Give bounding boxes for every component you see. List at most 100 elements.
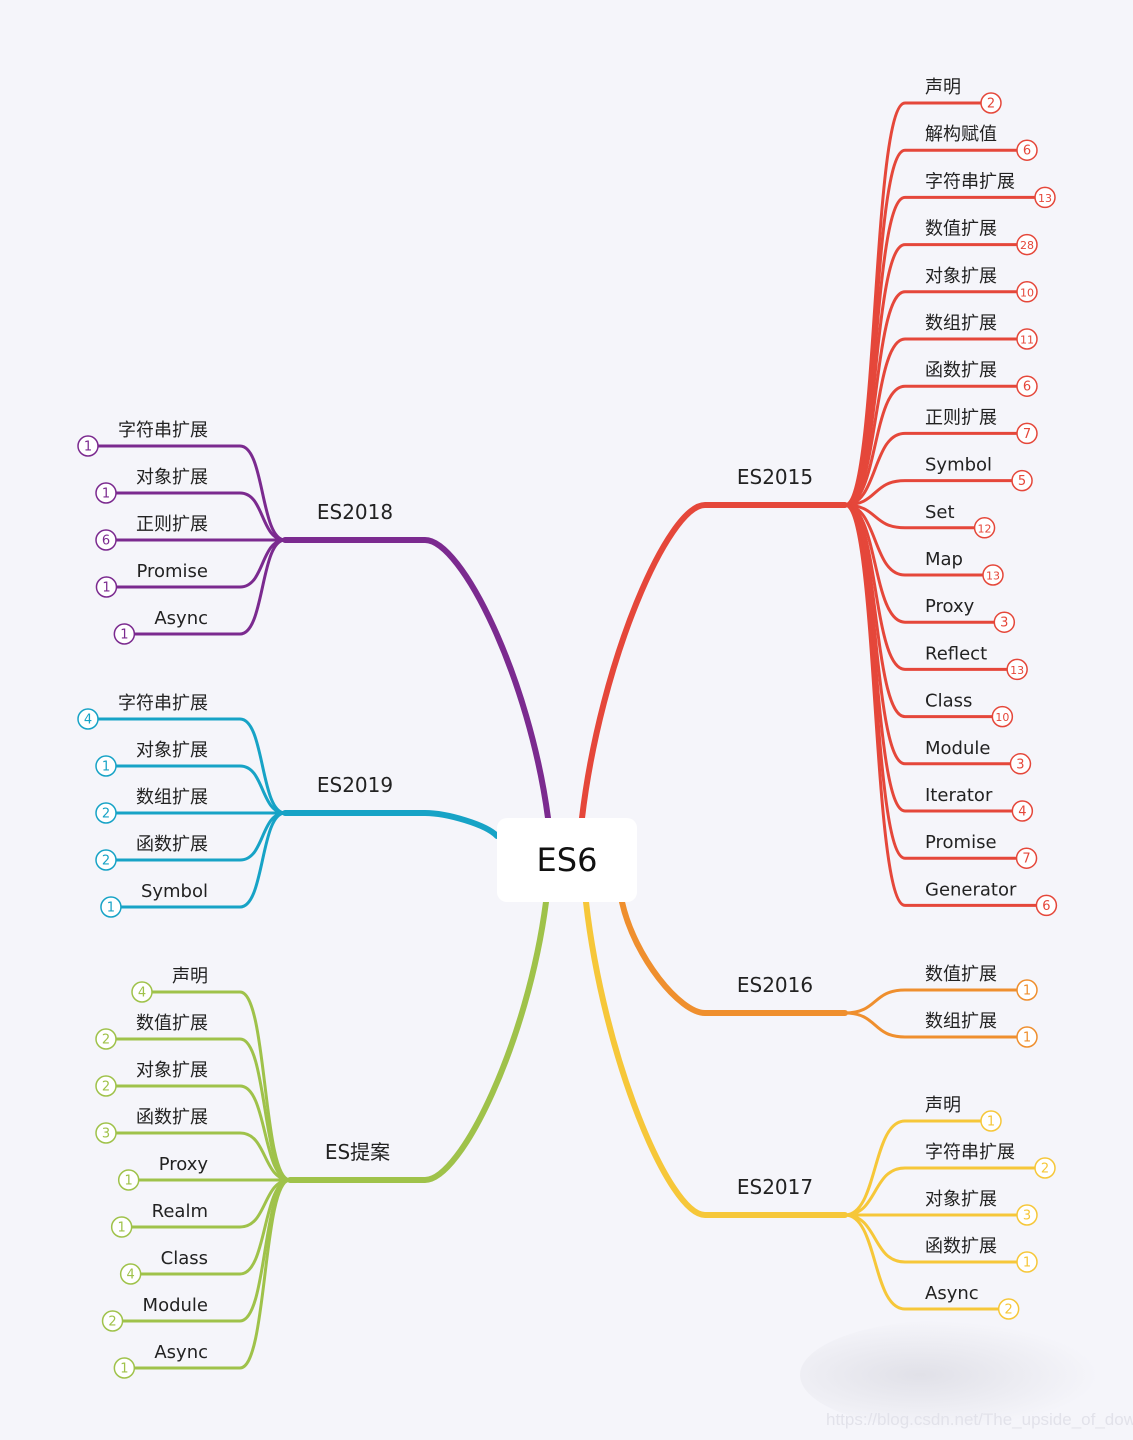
child-node[interactable]: 函数扩展 6 [844, 360, 1038, 507]
child-node[interactable]: Async 2 [844, 1213, 1020, 1320]
child-node[interactable]: 函数扩展 2 [95, 811, 286, 871]
branch-es2015[interactable]: ES2015 声明 2 解构赋值 6 字符串扩展 13 数值扩展 28 对象扩展 10 数组扩展 11 函… [579, 77, 1058, 917]
child-connector [134, 1178, 291, 1370]
child-label: 对象扩展 [925, 266, 997, 287]
count-label: 2 [1005, 1303, 1013, 1318]
branch-es2017[interactable]: ES2017 声明 1 字符串扩展 2 对象扩展 3 函数扩展 1 Async 2 [583, 899, 1056, 1320]
count-label: 1 [102, 760, 110, 775]
child-node[interactable]: 字符串扩展 4 [77, 693, 286, 815]
child-node[interactable]: 字符串扩展 1 [77, 420, 286, 542]
child-label: 字符串扩展 [925, 171, 1015, 192]
count-label: 3 [1016, 757, 1024, 772]
child-label: Map [925, 549, 963, 570]
count-badge [1016, 139, 1038, 161]
count-label: 2 [987, 97, 995, 112]
child-node[interactable]: 对象扩展 1 [95, 467, 286, 542]
count-label: 10 [1020, 286, 1034, 299]
count-badge [1016, 422, 1038, 445]
branch-es提案[interactable]: ES提案 声明 4 数值扩展 2 对象扩展 2 函数扩展 3 Proxy 1 Realm 1 Class 4… [95, 899, 549, 1379]
count-badge [1034, 186, 1056, 209]
count-label: 2 [1041, 1162, 1049, 1177]
count-label: 1 [125, 1174, 133, 1189]
count-badge [95, 1028, 117, 1050]
branch-es2018[interactable]: ES2018 字符串扩展 1 对象扩展 1 正则扩展 6 Promise 1 Async 1 [77, 420, 551, 821]
child-node[interactable]: 声明 1 [844, 1095, 1002, 1217]
count-badge [95, 576, 118, 598]
count-label: 4 [127, 1268, 135, 1283]
branch-es2016[interactable]: ES2016 数值扩展 1 数组扩展 1 [619, 899, 1038, 1048]
main-branch-line [282, 537, 551, 821]
child-label: Async [154, 1342, 208, 1363]
child-connector [844, 503, 1037, 907]
child-node[interactable]: Generator 6 [844, 503, 1058, 917]
count-label: 1 [1023, 1031, 1031, 1046]
child-label: 对象扩展 [925, 1189, 997, 1210]
child-node[interactable]: Promise 1 [95, 538, 286, 598]
child-connector [844, 384, 1017, 507]
count-badge [101, 1310, 124, 1332]
child-connector [116, 1131, 291, 1182]
child-label: 声明 [172, 966, 208, 987]
child-node[interactable]: 数值扩展 1 [844, 964, 1038, 1015]
branch-label: ES2017 [737, 1175, 813, 1199]
count-label: 13 [986, 570, 1000, 583]
child-node[interactable]: 数组扩展 11 [844, 313, 1038, 507]
count-badge [95, 529, 117, 551]
count-badge [1035, 894, 1058, 917]
count-badge [1011, 800, 1034, 822]
count-badge [77, 708, 99, 730]
child-connector [844, 479, 1013, 507]
child-connector [134, 538, 286, 636]
child-node[interactable]: 数组扩展 2 [95, 787, 285, 824]
count-label: 7 [1023, 427, 1031, 442]
count-badge [1006, 658, 1028, 681]
child-node[interactable]: Symbol 1 [100, 811, 286, 918]
count-badge [982, 564, 1004, 586]
child-label: Symbol [925, 455, 992, 476]
count-label: 28 [1020, 239, 1034, 252]
smudge-decoration [800, 1320, 1100, 1430]
child-node[interactable]: 对象扩展 1 [95, 740, 286, 815]
child-node[interactable]: 函数扩展 1 [844, 1213, 1038, 1273]
child-label: 字符串扩展 [118, 693, 208, 714]
child-label: 对象扩展 [136, 740, 208, 761]
count-badge [1016, 1204, 1038, 1226]
branch-label: ES2019 [317, 773, 393, 797]
count-badge [997, 1298, 1020, 1320]
count-badge [973, 517, 996, 539]
child-node[interactable]: Proxy 1 [117, 1154, 290, 1191]
count-label: 5 [1018, 474, 1026, 489]
child-node[interactable]: 对象扩展 3 [845, 1189, 1038, 1226]
child-node[interactable]: Symbol 5 [844, 455, 1033, 507]
child-node[interactable]: 正则扩展 7 [844, 407, 1038, 507]
count-label: 1 [120, 628, 128, 643]
count-label: 1 [102, 581, 110, 596]
count-badge [991, 705, 1014, 728]
child-node[interactable]: Async 1 [113, 538, 286, 645]
branch-label: ES2016 [737, 973, 813, 997]
child-label: Proxy [925, 596, 975, 617]
count-label: 6 [102, 534, 110, 549]
child-connector [116, 764, 286, 815]
child-node[interactable]: 数组扩展 1 [844, 1011, 1038, 1048]
branch-es2019[interactable]: ES2019 字符串扩展 4 对象扩展 1 数组扩展 2 函数扩展 2 Symbol 1 [77, 693, 500, 918]
count-label: 1 [107, 901, 115, 916]
child-node[interactable]: Async 1 [113, 1178, 291, 1379]
count-badge [1016, 328, 1038, 350]
child-label: Reflect [925, 643, 987, 664]
child-label: Generator [925, 879, 1017, 900]
child-node[interactable]: 对象扩展 2 [95, 1060, 291, 1182]
child-node[interactable]: 数值扩展 2 [95, 1013, 291, 1182]
child-node[interactable]: 函数扩展 3 [95, 1107, 291, 1182]
root-node[interactable]: ES6 [497, 818, 637, 902]
child-node[interactable]: 正则扩展 6 [95, 514, 285, 551]
count-badge [1016, 281, 1038, 303]
count-badge [113, 623, 136, 645]
child-label: 声明 [925, 77, 961, 98]
count-badge [95, 1075, 117, 1097]
child-label: 对象扩展 [136, 467, 208, 488]
child-node[interactable]: 字符串扩展 2 [844, 1142, 1056, 1217]
count-label: 1 [118, 1221, 126, 1236]
count-badge [1016, 233, 1038, 256]
count-badge [95, 755, 117, 777]
